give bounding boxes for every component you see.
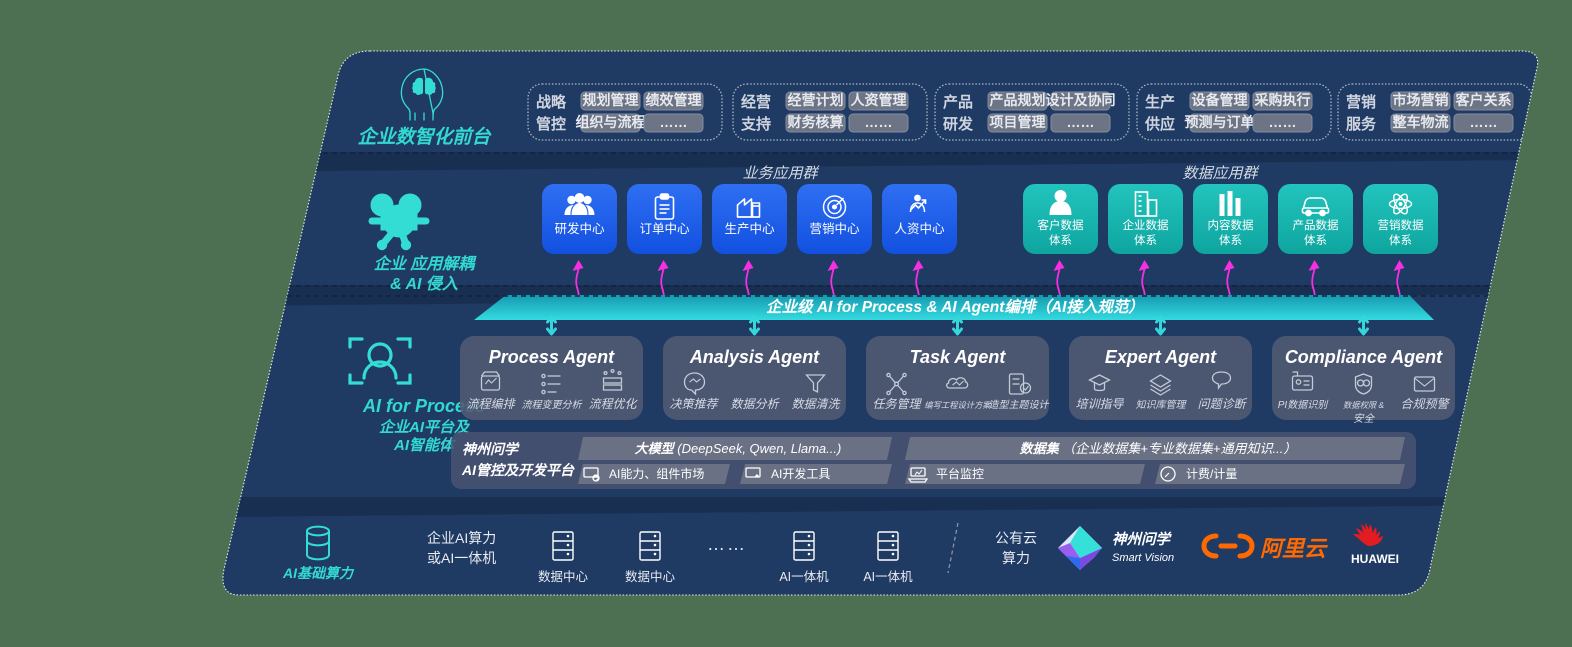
svg-text:流程变更分析: 流程变更分析	[522, 399, 583, 411]
svg-text:绩效管理: 绩效管理	[646, 92, 702, 108]
svg-text:营销中心: 营销中心	[809, 221, 860, 236]
svg-text:经营: 经营	[741, 93, 771, 111]
svg-text:供应: 供应	[1144, 115, 1175, 133]
svg-text:或AI一体机: 或AI一体机	[427, 550, 496, 566]
svg-text:经营计划: 经营计划	[788, 92, 844, 108]
svg-text:市场营销: 市场营销	[1393, 92, 1449, 108]
svg-text:AI智能体: AI智能体	[393, 437, 457, 454]
svg-text:AI管控及开发平台: AI管控及开发平台	[461, 462, 575, 478]
svg-text:……: ……	[1067, 114, 1095, 130]
svg-text:Process Agent: Process Agent	[489, 347, 615, 367]
svg-text:……: ……	[865, 114, 893, 130]
svg-text:阿里云: 阿里云	[1260, 536, 1328, 561]
svg-text:造型主题设计: 造型主题设计	[989, 399, 1050, 411]
svg-text:规划管理: 规划管理	[583, 92, 639, 108]
svg-text:Analysis Agent: Analysis Agent	[689, 347, 820, 367]
svg-text:组织与流程: 组织与流程	[576, 114, 646, 130]
svg-text:……: ……	[660, 114, 688, 130]
svg-text:产品数据: 产品数据	[1293, 218, 1339, 232]
svg-text:AI基础算力: AI基础算力	[282, 565, 355, 581]
svg-text:流程编排: 流程编排	[466, 397, 516, 411]
svg-text:服务: 服务	[1346, 115, 1377, 133]
svg-text:数据集 （企业数据集+专业数据集+通用知识...）: 数据集 （企业数据集+专业数据集+通用知识...）	[1020, 441, 1297, 456]
svg-text:知识库管理: 知识库管理	[1136, 399, 1188, 411]
svg-text:产品规划: 产品规划	[990, 92, 1046, 108]
svg-text:企业数智化前台: 企业数智化前台	[357, 126, 492, 148]
svg-text:支持: 支持	[740, 115, 771, 133]
svg-text:……: ……	[1269, 114, 1297, 130]
svg-text:项目管理: 项目管理	[990, 114, 1046, 130]
svg-text:产品: 产品	[943, 93, 973, 111]
svg-text:算力: 算力	[1002, 550, 1030, 566]
svg-text:任务管理: 任务管理	[872, 397, 922, 411]
svg-text:营销数据: 营销数据	[1378, 218, 1424, 232]
svg-text:体系: 体系	[1219, 233, 1242, 247]
svg-text:Compliance Agent: Compliance Agent	[1285, 347, 1443, 367]
svg-text:数据分析: 数据分析	[730, 397, 780, 411]
svg-text:数据中心: 数据中心	[538, 569, 589, 584]
svg-text:预测与订单: 预测与订单	[1185, 114, 1255, 130]
svg-text:AI能力、组件市场: AI能力、组件市场	[609, 466, 704, 481]
svg-text:营销: 营销	[1346, 93, 1376, 111]
svg-text:业务应用群: 业务应用群	[742, 165, 819, 182]
svg-text:神州问学: 神州问学	[1112, 531, 1172, 548]
svg-text:PI数据识别: PI数据识别	[1278, 399, 1329, 411]
svg-text:内容数据: 内容数据	[1208, 218, 1254, 232]
svg-text:战略: 战略	[536, 93, 567, 111]
svg-text:数据应用群: 数据应用群	[1182, 165, 1259, 182]
svg-text:大模型 (DeepSeek, Qwen, Llama...): 大模型 (DeepSeek, Qwen, Llama...)	[635, 441, 842, 456]
svg-text:平台监控: 平台监控	[936, 466, 984, 481]
svg-text:管控: 管控	[536, 115, 566, 133]
svg-text:设计及协同: 设计及协同	[1046, 92, 1116, 108]
svg-text:采购执行: 采购执行	[1254, 92, 1311, 108]
svg-text:AI一体机: AI一体机	[863, 570, 913, 584]
svg-text:生产中心: 生产中心	[724, 221, 775, 236]
svg-text:Smart Vision: Smart Vision	[1112, 552, 1174, 564]
svg-text:整车物流: 整车物流	[1392, 114, 1449, 130]
svg-text:AI一体机: AI一体机	[779, 570, 829, 584]
svg-text:财务核算: 财务核算	[787, 114, 844, 130]
svg-text:体系: 体系	[1049, 233, 1072, 247]
svg-text:研发: 研发	[943, 115, 974, 133]
svg-text:……: ……	[707, 534, 747, 554]
svg-text:体系: 体系	[1134, 233, 1157, 247]
svg-text:……: ……	[1470, 114, 1498, 130]
svg-text:体系: 体系	[1304, 233, 1327, 247]
svg-text:人资中心: 人资中心	[894, 221, 945, 236]
svg-text:数据中心: 数据中心	[625, 569, 676, 584]
svg-text:企业数据: 企业数据	[1123, 218, 1169, 232]
svg-text:Expert Agent: Expert Agent	[1105, 347, 1217, 367]
svg-text:设备管理: 设备管理	[1192, 92, 1248, 108]
svg-text:企业 应用解耦: 企业 应用解耦	[374, 255, 477, 273]
svg-text:问题诊断: 问题诊断	[1197, 397, 1247, 411]
svg-text:企业AI算力: 企业AI算力	[427, 530, 496, 546]
svg-text:人资管理: 人资管理	[851, 92, 907, 108]
svg-text:企业级 AI for Process & AI Agent编: 企业级 AI for Process & AI Agent编排（AI接入规范）	[766, 298, 1144, 316]
svg-text:生产: 生产	[1145, 93, 1175, 111]
svg-text:安全: 安全	[1353, 413, 1376, 425]
svg-text:决策推荐: 决策推荐	[669, 397, 719, 411]
svg-text:数据清洗: 数据清洗	[791, 397, 841, 411]
svg-text:编写工程设计方案: 编写工程设计方案	[924, 400, 992, 410]
svg-text:神州问学: 神州问学	[462, 441, 520, 457]
svg-text:计费/计量: 计费/计量	[1186, 467, 1237, 481]
svg-text:流程优化: 流程优化	[588, 397, 638, 411]
svg-text:数据权限 &: 数据权限 &	[1343, 400, 1384, 410]
svg-text:客户关系: 客户关系	[1455, 92, 1512, 108]
svg-text:培训指导: 培训指导	[1075, 397, 1124, 411]
svg-text:& AI 侵入: & AI 侵入	[390, 275, 458, 293]
svg-text:研发中心: 研发中心	[554, 221, 605, 236]
svg-text:客户数据: 客户数据	[1038, 218, 1084, 232]
svg-text:Task Agent: Task Agent	[910, 347, 1007, 367]
svg-text:订单中心: 订单中心	[639, 221, 690, 236]
svg-text:合规预警: 合规预警	[1400, 397, 1450, 411]
svg-text:体系: 体系	[1389, 233, 1412, 247]
svg-text:AI开发工具: AI开发工具	[771, 466, 830, 481]
svg-text:公有云: 公有云	[995, 530, 1037, 546]
svg-text:HUAWEI: HUAWEI	[1351, 552, 1399, 566]
